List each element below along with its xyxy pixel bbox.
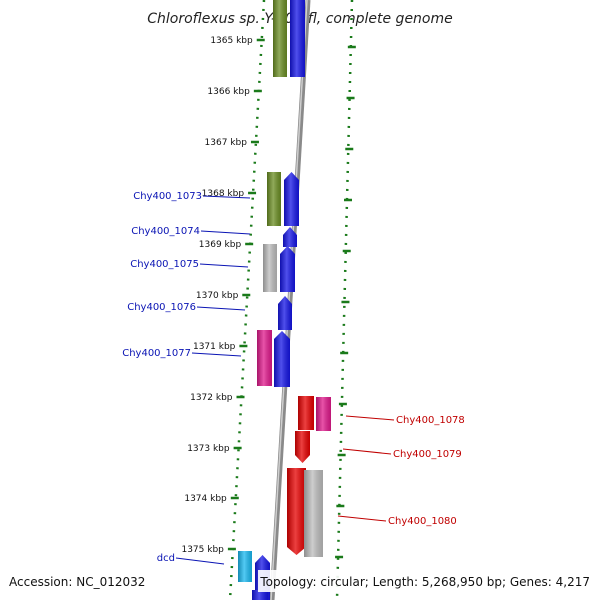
gene-shade <box>298 396 314 430</box>
gene-shade <box>238 551 252 582</box>
kbp-label: 1371 kbp <box>193 342 236 352</box>
kbp-label: 1367 kbp <box>205 138 248 148</box>
gene-label: Chy400_1080 <box>388 516 457 527</box>
leader-line <box>196 306 246 311</box>
kbp-label: 1369 kbp <box>199 240 242 250</box>
leader-line <box>199 263 249 268</box>
genome-backbone-highlight <box>270 0 308 600</box>
leader-line <box>337 515 387 522</box>
gene-label: Chy400_1078 <box>396 415 465 426</box>
gene-label: Chy400_1073 <box>133 191 202 202</box>
gene-label: Chy400_1076 <box>127 302 196 313</box>
gene-label: Chy400_1079 <box>393 449 462 460</box>
leader-line <box>175 557 225 565</box>
genes <box>238 0 331 600</box>
gene-shade <box>304 470 323 557</box>
kbp-ticks <box>227 38 265 551</box>
gene-shade <box>263 244 277 292</box>
leader-line <box>202 195 251 199</box>
genome-backbone <box>269 0 311 600</box>
accession-text: Accession: NC_012032 <box>9 575 145 589</box>
gene-label: Chy400_1075 <box>130 259 199 270</box>
gene-shade <box>283 227 297 247</box>
label-leaders <box>175 195 395 565</box>
leader-line <box>191 352 242 357</box>
gene-label: dcd <box>157 553 175 564</box>
outer-ticks <box>335 45 356 559</box>
gene-label: Chy400_1074 <box>131 226 200 237</box>
gene-shade <box>273 0 287 77</box>
gene-label: Chy400_1077 <box>122 348 191 359</box>
kbp-label: 1370 kbp <box>196 291 239 301</box>
kbp-label: 1374 kbp <box>184 494 227 504</box>
leader-line <box>200 230 251 235</box>
gene-shade <box>252 590 268 600</box>
footer-left-bg <box>6 570 152 592</box>
gene-shade <box>284 172 299 226</box>
kbp-label: 1366 kbp <box>207 87 250 97</box>
inner-ruler <box>228 0 266 600</box>
leader-line <box>345 415 395 421</box>
kbp-labels: 1365 kbp 1366 kbp 1367 kbp 1368 kbp 1369 kbp… <box>181 36 253 555</box>
kbp-label: 1373 kbp <box>187 444 230 454</box>
gene-shade <box>295 431 310 463</box>
gene-shade <box>287 468 306 555</box>
leader-line <box>342 448 392 455</box>
gene-shade <box>257 330 272 386</box>
outer-ruler <box>335 0 354 600</box>
gene-labels: Chy400_1073 Chy400_1074 Chy400_1075 Chy400_… <box>122 191 465 564</box>
gene-shade <box>280 246 295 292</box>
gene-shade <box>316 397 331 431</box>
kbp-label: 1372 kbp <box>190 393 233 403</box>
kbp-label: 1375 kbp <box>181 545 224 555</box>
topology-text: Topology: circular; Length: 5,268,950 bp… <box>259 575 590 589</box>
gene-shade <box>274 331 290 387</box>
footer-right-bg <box>258 570 594 592</box>
gene-shade <box>278 296 292 330</box>
gene-shade <box>267 172 281 226</box>
gene-shade <box>290 0 305 77</box>
kbp-label: 1368 kbp <box>202 189 245 199</box>
kbp-label: 1365 kbp <box>210 36 253 46</box>
